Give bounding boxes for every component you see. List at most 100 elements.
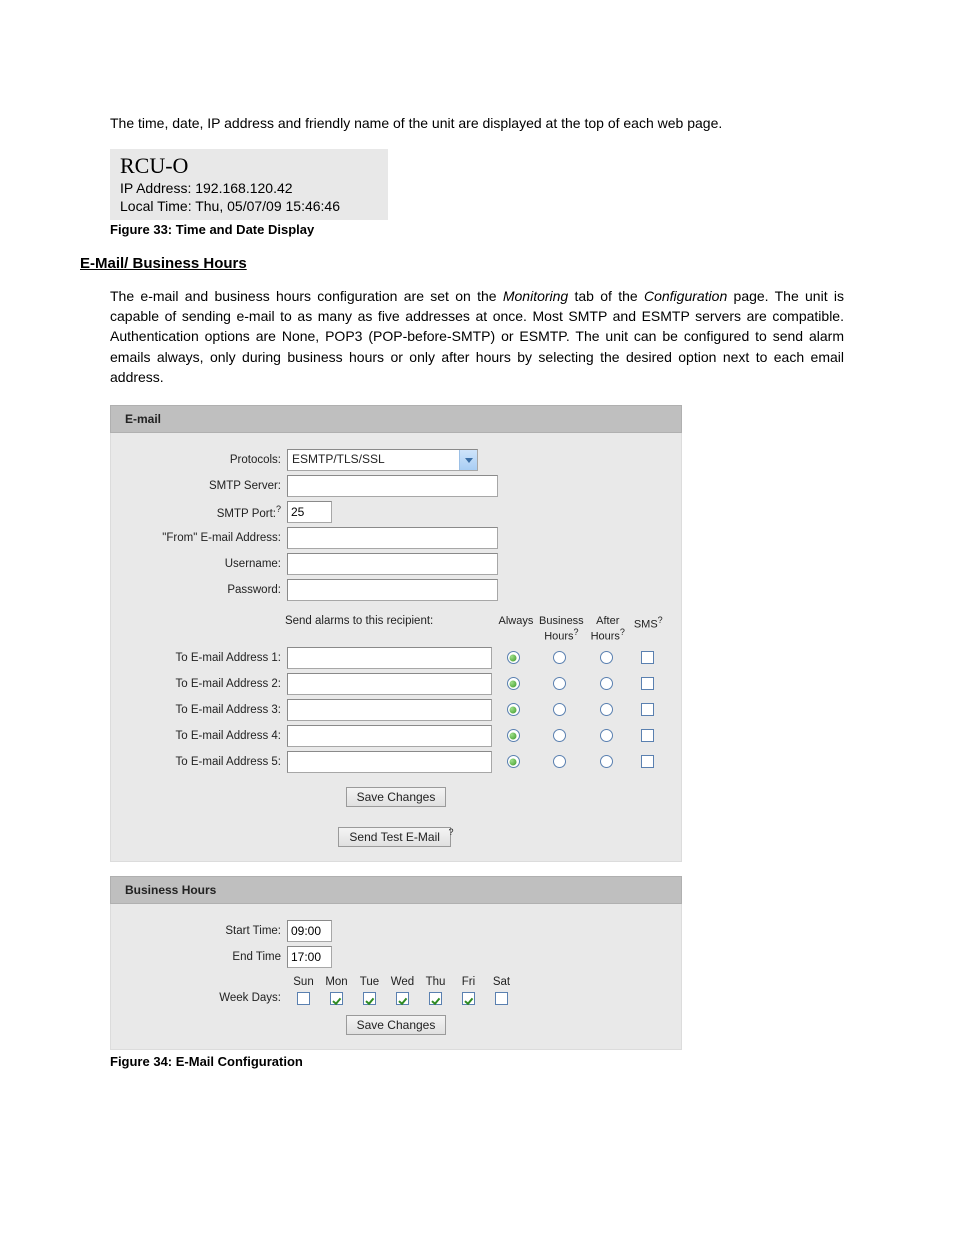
radio-always[interactable] xyxy=(492,755,534,768)
checkbox-icon xyxy=(641,651,654,664)
recipient-row: To E-mail Address 2: xyxy=(125,673,667,695)
day-header: Wed xyxy=(386,976,419,988)
radio-after-hours[interactable] xyxy=(584,651,628,664)
radio-icon xyxy=(553,729,566,742)
day-checkbox[interactable] xyxy=(353,992,386,1005)
day-checkbox[interactable] xyxy=(320,992,353,1005)
recipient-row: To E-mail Address 4: xyxy=(125,725,667,747)
checkbox-icon xyxy=(429,992,442,1005)
checkbox-sms[interactable] xyxy=(628,729,666,742)
checkbox-icon xyxy=(495,992,508,1005)
day-header: Thu xyxy=(419,976,452,988)
radio-icon xyxy=(553,651,566,664)
recipient-columns-header: Send alarms to this recipient: Always Bu… xyxy=(125,615,667,643)
radio-icon xyxy=(553,703,566,716)
checkbox-icon xyxy=(641,755,654,768)
username-input[interactable] xyxy=(287,553,498,575)
radio-icon xyxy=(507,651,520,664)
radio-always[interactable] xyxy=(492,677,534,690)
figure-33: RCU-O IP Address: 192.168.120.42 Local T… xyxy=(110,149,388,219)
fig33-caption: Figure 33: Time and Date Display xyxy=(110,222,844,237)
day-header: Fri xyxy=(452,976,485,988)
save-changes-email-button[interactable]: Save Changes xyxy=(346,787,447,807)
smtp-port-input[interactable] xyxy=(287,501,332,523)
p2-it2: Configuration xyxy=(644,288,727,304)
recipient-input[interactable] xyxy=(287,647,492,669)
protocols-select[interactable]: ESMTP/TLS/SSL xyxy=(287,449,478,471)
recipient-input[interactable] xyxy=(287,673,492,695)
section-heading: E-Mail/ Business Hours xyxy=(80,255,844,272)
fig33-ip: IP Address: 192.168.120.42 xyxy=(120,179,378,197)
radio-after-hours[interactable] xyxy=(584,703,628,716)
checkbox-icon xyxy=(641,729,654,742)
radio-icon xyxy=(600,651,613,664)
radio-business-hours[interactable] xyxy=(534,651,584,664)
day-checkbox[interactable] xyxy=(485,992,518,1005)
day-checkbox[interactable] xyxy=(287,992,320,1005)
recipient-label: To E-mail Address 3: xyxy=(125,704,287,716)
radio-after-hours[interactable] xyxy=(584,755,628,768)
radio-business-hours[interactable] xyxy=(534,755,584,768)
recipient-row: To E-mail Address 5: xyxy=(125,751,667,773)
recipient-input[interactable] xyxy=(287,725,492,747)
fig33-time: Local Time: Thu, 05/07/09 15:46:46 xyxy=(120,197,378,215)
radio-always[interactable] xyxy=(492,703,534,716)
bh-panel-header: Business Hours xyxy=(110,876,682,904)
day-checkbox[interactable] xyxy=(386,992,419,1005)
end-time-input[interactable] xyxy=(287,946,332,968)
smtp-server-input[interactable] xyxy=(287,475,498,497)
days-header: SunMonTueWedThuFriSat xyxy=(125,976,667,988)
p2-a: The e-mail and business hours configurat… xyxy=(110,288,503,304)
recipient-label: To E-mail Address 4: xyxy=(125,730,287,742)
day-checkbox[interactable] xyxy=(419,992,452,1005)
from-address-label: "From" E-mail Address: xyxy=(125,532,287,544)
checkbox-sms[interactable] xyxy=(628,651,666,664)
day-header: Sat xyxy=(485,976,518,988)
day-checkbox[interactable] xyxy=(452,992,485,1005)
recipient-row: To E-mail Address 1: xyxy=(125,647,667,669)
checkbox-icon xyxy=(641,677,654,690)
checkbox-icon xyxy=(297,992,310,1005)
fig34-caption: Figure 34: E-Mail Configuration xyxy=(110,1054,844,1069)
username-label: Username: xyxy=(125,558,287,570)
recipient-input[interactable] xyxy=(287,699,492,721)
page: The time, date, IP address and friendly … xyxy=(0,0,954,1235)
radio-always[interactable] xyxy=(492,651,534,664)
recipient-label: To E-mail Address 2: xyxy=(125,678,287,690)
protocols-dropdown-button[interactable] xyxy=(459,450,477,470)
email-panel-header: E-mail xyxy=(110,405,682,433)
from-address-input[interactable] xyxy=(287,527,498,549)
radio-business-hours[interactable] xyxy=(534,677,584,690)
checkbox-sms[interactable] xyxy=(628,677,666,690)
start-time-input[interactable] xyxy=(287,920,332,942)
save-changes-bh-button[interactable]: Save Changes xyxy=(346,1015,447,1035)
day-header: Tue xyxy=(353,976,386,988)
checkbox-sms[interactable] xyxy=(628,755,666,768)
radio-after-hours[interactable] xyxy=(584,729,628,742)
end-time-label: End Time xyxy=(125,951,287,963)
radio-icon xyxy=(507,677,520,690)
col-business-hours: Business Hours? xyxy=(537,615,586,643)
radio-after-hours[interactable] xyxy=(584,677,628,690)
col-after-hours: After Hours? xyxy=(586,615,629,643)
checkbox-sms[interactable] xyxy=(628,703,666,716)
radio-icon xyxy=(600,755,613,768)
recipient-label: To E-mail Address 1: xyxy=(125,652,287,664)
day-header: Sun xyxy=(287,976,320,988)
password-input[interactable] xyxy=(287,579,498,601)
radio-icon xyxy=(600,703,613,716)
start-time-label: Start Time: xyxy=(125,925,287,937)
send-test-email-button[interactable]: Send Test E-Mail xyxy=(338,827,451,847)
intro-paragraph: The time, date, IP address and friendly … xyxy=(110,113,844,133)
p2-m1: tab of the xyxy=(568,288,644,304)
recipient-label: To E-mail Address 5: xyxy=(125,756,287,768)
radio-business-hours[interactable] xyxy=(534,729,584,742)
radio-business-hours[interactable] xyxy=(534,703,584,716)
protocols-label: Protocols: xyxy=(125,454,287,466)
checkbox-icon xyxy=(363,992,376,1005)
fig33-title: RCU-O xyxy=(120,153,378,179)
smtp-port-label: SMTP Port:? xyxy=(125,504,287,520)
radio-always[interactable] xyxy=(492,729,534,742)
recipient-row: To E-mail Address 3: xyxy=(125,699,667,721)
recipient-input[interactable] xyxy=(287,751,492,773)
